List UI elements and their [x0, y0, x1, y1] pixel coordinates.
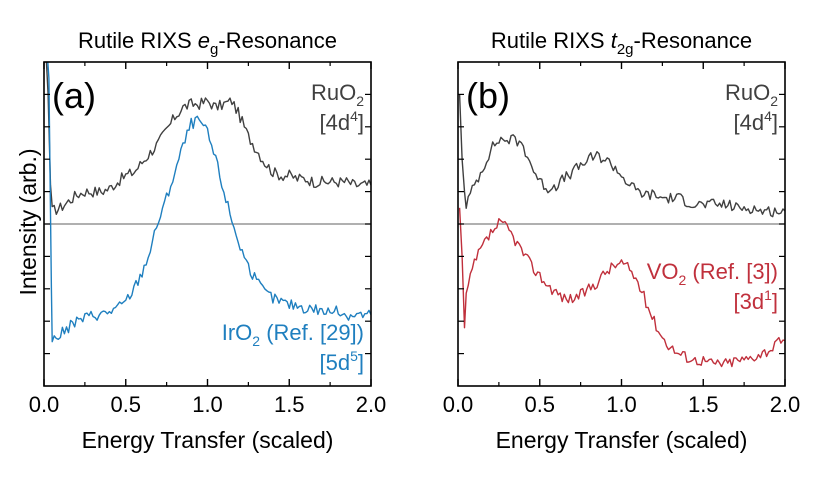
series-label-2-line-2: [5d5]	[319, 348, 364, 375]
chart-panel-b: Rutile RIXS t2g-Resonance 0.0 0.5 1.0 1.5 2.0…	[443, 28, 801, 453]
chart-title-symbol: t	[611, 28, 618, 53]
series-label-text: ]	[358, 110, 364, 135]
series-label-text: [3d	[733, 289, 764, 314]
series-label-1-line-2: [4d4]	[733, 108, 778, 135]
x-tick-label: 1.5	[688, 392, 719, 417]
x-tick-label: 2.0	[770, 392, 801, 417]
x-tick-label: 0.5	[110, 392, 141, 417]
chart-title: Rutile RIXS eg-Resonance	[78, 28, 337, 58]
chart-panel-a: Rutile RIXS eg-Resonance 0.0 0.5 1.0 1.5 2.0 E…	[15, 28, 386, 453]
series-label-subscript: 2	[770, 93, 778, 109]
x-tick-label: 2.0	[356, 392, 387, 417]
series-label-2-line-1: IrO2 (Ref. [29])	[222, 320, 364, 349]
x-axis-label: Energy Transfer (scaled)	[82, 427, 334, 453]
series-label-text: IrO	[222, 320, 253, 345]
series-label-text: VO	[647, 259, 679, 284]
x-tick-label: 1.0	[192, 392, 223, 417]
plot-area	[458, 94, 785, 368]
series-label-subscript: 2	[679, 272, 687, 288]
series-line-1	[45, 62, 371, 215]
series-line-2	[458, 207, 785, 368]
x-tick-label: 0.5	[524, 392, 555, 417]
series-label-superscript: 5	[350, 348, 358, 364]
series-line-1	[458, 94, 785, 218]
chart-title: Rutile RIXS t2g-Resonance	[491, 28, 752, 58]
series-label-1-line-2: [4d4]	[319, 108, 364, 135]
series-label-1-line-1: RuO2	[311, 80, 364, 109]
series-label-text: (Ref. [29])	[260, 320, 364, 345]
panel-label: (b)	[466, 75, 510, 116]
series-label-1-line-1: RuO2	[725, 80, 778, 109]
series-label-2-line-1: VO2 (Ref. [3])	[647, 259, 778, 288]
series-label-text: (Ref. [3])	[686, 259, 778, 284]
x-tick-label: 0.0	[29, 392, 60, 417]
panel-label: (a)	[52, 75, 96, 116]
series-label-superscript: 1	[764, 287, 772, 303]
series-label-subscript: 2	[252, 333, 260, 349]
series-label-text: [5d	[319, 350, 350, 375]
series-label-text: RuO	[725, 80, 770, 105]
chart-title-text: Rutile RIXS	[491, 28, 611, 53]
plot-area	[44, 62, 371, 343]
series-label-2-line-2: [3d1]	[733, 287, 778, 314]
series-label-text: ]	[772, 110, 778, 135]
chart-title-text: -Resonance	[218, 28, 337, 53]
series-label-superscript: 4	[350, 108, 358, 124]
series-label-superscript: 4	[764, 108, 772, 124]
chart-title-subscript: g	[210, 41, 218, 58]
x-tick-label: 0.0	[443, 392, 474, 417]
chart-title-subscript: 2g	[617, 41, 634, 58]
series-label-text: ]	[358, 350, 364, 375]
series-label-text: [4d	[319, 110, 350, 135]
series-label-text: [4d	[733, 110, 764, 135]
chart-title-text: -Resonance	[634, 28, 753, 53]
series-label-subscript: 2	[356, 93, 364, 109]
x-tick-label: 1.5	[274, 392, 305, 417]
chart-title-text: Rutile RIXS	[78, 28, 198, 53]
series-line-2	[47, 62, 371, 343]
x-tick-label: 1.0	[606, 392, 637, 417]
series-label-text: ]	[772, 289, 778, 314]
chart-title-symbol: e	[198, 28, 210, 53]
x-axis-label: Energy Transfer (scaled)	[496, 427, 748, 453]
series-label-text: RuO	[311, 80, 356, 105]
y-axis-label: Intensity (arb.)	[15, 149, 41, 296]
